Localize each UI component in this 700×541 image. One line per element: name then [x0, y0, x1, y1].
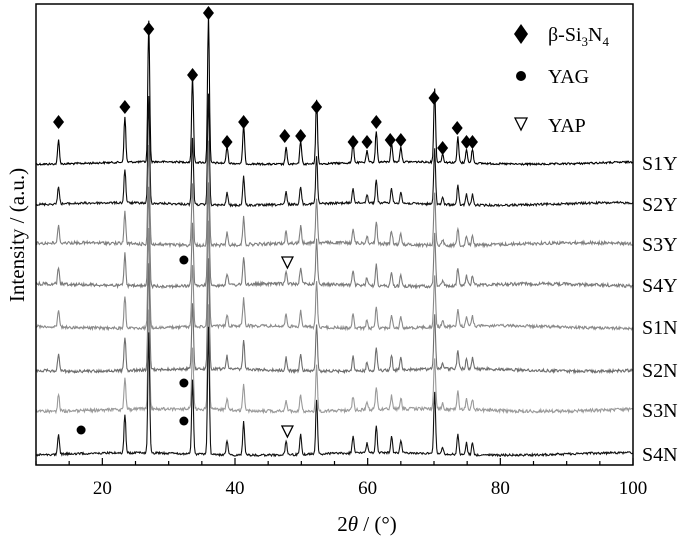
yag-marker	[76, 425, 86, 435]
x-tick-label: 20	[93, 478, 112, 499]
xrd-curve-s4n	[35, 326, 634, 458]
y-axis-label: Intensity / (a.u.)	[5, 168, 29, 302]
beta-si3n4-marker	[202, 6, 214, 20]
sample-label-s4y: S4Y	[642, 275, 678, 297]
beta-si3n4-marker	[187, 68, 199, 82]
beta-si3n4-marker	[143, 22, 155, 36]
beta-si3n4-marker	[238, 115, 250, 129]
yag-marker	[179, 255, 189, 265]
sample-label-s2y: S2Y	[642, 194, 678, 216]
x-axis-label: 2θ / (°)	[337, 512, 397, 536]
legend-circle-icon	[516, 71, 526, 81]
sample-label-s4n: S4N	[642, 444, 678, 466]
xrd-curve-s3y	[35, 140, 634, 249]
beta-si3n4-marker	[395, 133, 407, 147]
beta-si3n4-marker	[279, 129, 291, 143]
xrd-curve-s1n	[35, 220, 634, 332]
sample-label-s1y: S1Y	[642, 153, 678, 175]
beta-si3n4-marker	[361, 135, 373, 149]
beta-si3n4-marker	[461, 135, 473, 149]
beta-si3n4-marker	[451, 121, 463, 135]
sample-label-s1n: S1N	[642, 317, 678, 339]
beta-si3n4-marker	[347, 135, 359, 149]
legend-label-beta-si3n4: β-Si3N4	[548, 24, 609, 49]
legend-item-yap: YAP	[513, 115, 586, 137]
xrd-curve-s4y	[35, 182, 634, 290]
beta-si3n4-marker	[295, 129, 307, 143]
xrd-curve-s2n	[36, 258, 634, 375]
yag-marker	[179, 416, 189, 426]
phase-markers	[53, 6, 478, 439]
legend: β-Si3N4 YAG YAP	[513, 24, 609, 137]
legend-diamond-icon	[514, 24, 528, 44]
sample-label-s3n: S3N	[642, 400, 678, 422]
legend-item-yag: YAG	[516, 66, 589, 88]
beta-si3n4-marker	[466, 135, 478, 149]
beta-si3n4-marker	[428, 91, 440, 105]
x-tick-label: 40	[226, 478, 245, 499]
beta-si3n4-marker	[53, 115, 65, 129]
x-tick-label: 100	[619, 478, 648, 499]
beta-si3n4-marker	[311, 100, 323, 114]
beta-si3n4-marker	[370, 115, 382, 129]
sample-labels: S1Y S2Y S3Y S4Y S1N S2N S3N S4N	[642, 153, 678, 466]
x-tick-label: 80	[491, 478, 510, 499]
beta-si3n4-marker	[384, 133, 396, 147]
beta-si3n4-marker	[119, 100, 131, 114]
xrd-curve-s2y	[35, 93, 634, 208]
yag-marker	[179, 378, 189, 388]
legend-triangle-icon	[513, 117, 529, 132]
x-ticks: 20 40 60 80 100	[35, 458, 648, 499]
xrd-curve-s1y	[35, 14, 634, 167]
sample-label-s3y: S3Y	[642, 234, 678, 256]
beta-si3n4-marker	[437, 141, 449, 155]
x-tick-label: 60	[358, 478, 377, 499]
beta-si3n4-marker	[221, 135, 233, 149]
xrd-curve-s3n	[35, 304, 634, 415]
yap-marker	[280, 425, 294, 439]
legend-label-yag: YAG	[548, 66, 589, 88]
xrd-curves	[35, 14, 634, 458]
legend-item-beta-si3n4: β-Si3N4	[514, 24, 609, 49]
yap-marker	[280, 256, 294, 270]
sample-label-s2n: S2N	[642, 360, 678, 382]
legend-label-yap: YAP	[548, 115, 586, 137]
